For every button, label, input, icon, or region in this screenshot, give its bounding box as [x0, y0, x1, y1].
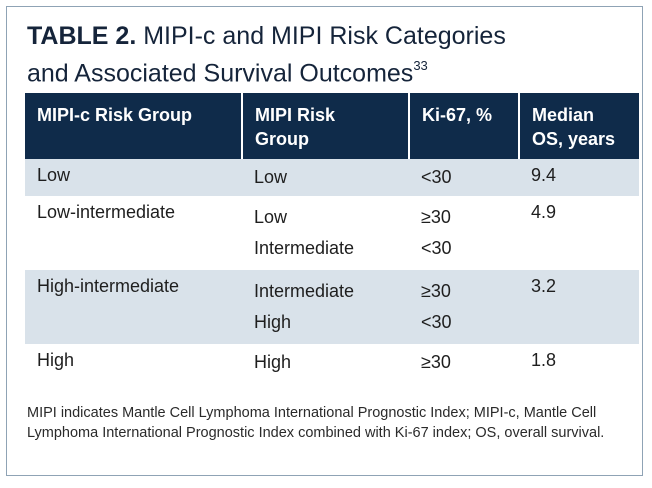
cell-ki67: <30: [421, 238, 452, 258]
cell-median-os: 1.8: [531, 350, 557, 370]
title-line-1: MIPI-c and MIPI Risk Categories: [143, 22, 506, 50]
table-row: High High ≥30 1.8: [25, 344, 639, 381]
header-col1-text: MIPI-c Risk Group: [37, 105, 193, 125]
table-footnote: MIPI indicates Mantle Cell Lymphoma Inte…: [27, 405, 605, 441]
title-line-2: and Associated Survival Outcomes: [27, 59, 414, 88]
cell-mipi-group: High: [254, 352, 292, 372]
risk-table: MIPI-c Risk Group MIPI Risk Group Ki-67,…: [25, 93, 639, 381]
table-row: High <30: [25, 307, 639, 344]
cell-ki67: ≥30: [421, 352, 451, 372]
header-ki67: Ki-67, %: [409, 93, 520, 159]
table-row: Low-intermediate Low ≥30 4.9: [25, 196, 639, 233]
cell-median-os: 4.9: [531, 202, 557, 222]
cell-ki67: ≥30: [421, 207, 451, 227]
cell-mipi-c-group: High: [37, 350, 75, 370]
header-col4-line2: OS, years: [532, 129, 616, 149]
cell-mipi-group: Low: [242, 159, 409, 196]
table-row: High-intermediate Intermediate ≥30 3.2: [25, 270, 639, 307]
title-reference: 33: [413, 58, 428, 73]
cell-mipi-group: Intermediate: [254, 238, 355, 258]
table-title: TABLE 2. MIPI-c and MIPI Risk Categories…: [27, 21, 637, 89]
header-col4-line1: Median: [532, 105, 595, 125]
cell-ki67: <30: [409, 307, 519, 344]
cell-mipi-c-group: Low-intermediate: [37, 202, 176, 222]
header-median-os: Median OS, years: [519, 93, 639, 159]
cell-empty: [25, 307, 242, 344]
cell-median-os: 9.4: [519, 159, 639, 196]
cell-median-os: 3.2: [519, 270, 639, 307]
cell-mipi-group: Intermediate: [242, 270, 409, 307]
cell-mipi-group: Low: [254, 207, 288, 227]
table-row: Low Low <30 9.4: [25, 159, 639, 196]
header-mipi-c-risk-group: MIPI-c Risk Group: [25, 93, 243, 159]
cell-ki67: <30: [409, 159, 519, 196]
cell-mipi-c-group: Low: [25, 159, 242, 196]
cell-mipi-group: High: [242, 307, 409, 344]
header-row: MIPI-c Risk Group MIPI Risk Group Ki-67,…: [25, 93, 639, 159]
cell-empty: [519, 233, 639, 270]
table-row: Intermediate <30: [25, 233, 639, 270]
cell-empty: [25, 233, 242, 270]
cell-ki67: ≥30: [409, 270, 519, 307]
table-label: TABLE 2.: [27, 22, 137, 50]
header-mipi-risk-group: MIPI Risk Group: [242, 93, 410, 159]
table-frame: TABLE 2. MIPI-c and MIPI Risk Categories…: [6, 6, 643, 476]
cell-empty: [519, 307, 639, 344]
cell-mipi-c-group: High-intermediate: [25, 270, 242, 307]
header-col3-text: Ki-67, %: [422, 105, 493, 125]
header-col2-line2: Group: [255, 129, 309, 149]
header-col2-line1: MIPI Risk: [255, 105, 336, 125]
